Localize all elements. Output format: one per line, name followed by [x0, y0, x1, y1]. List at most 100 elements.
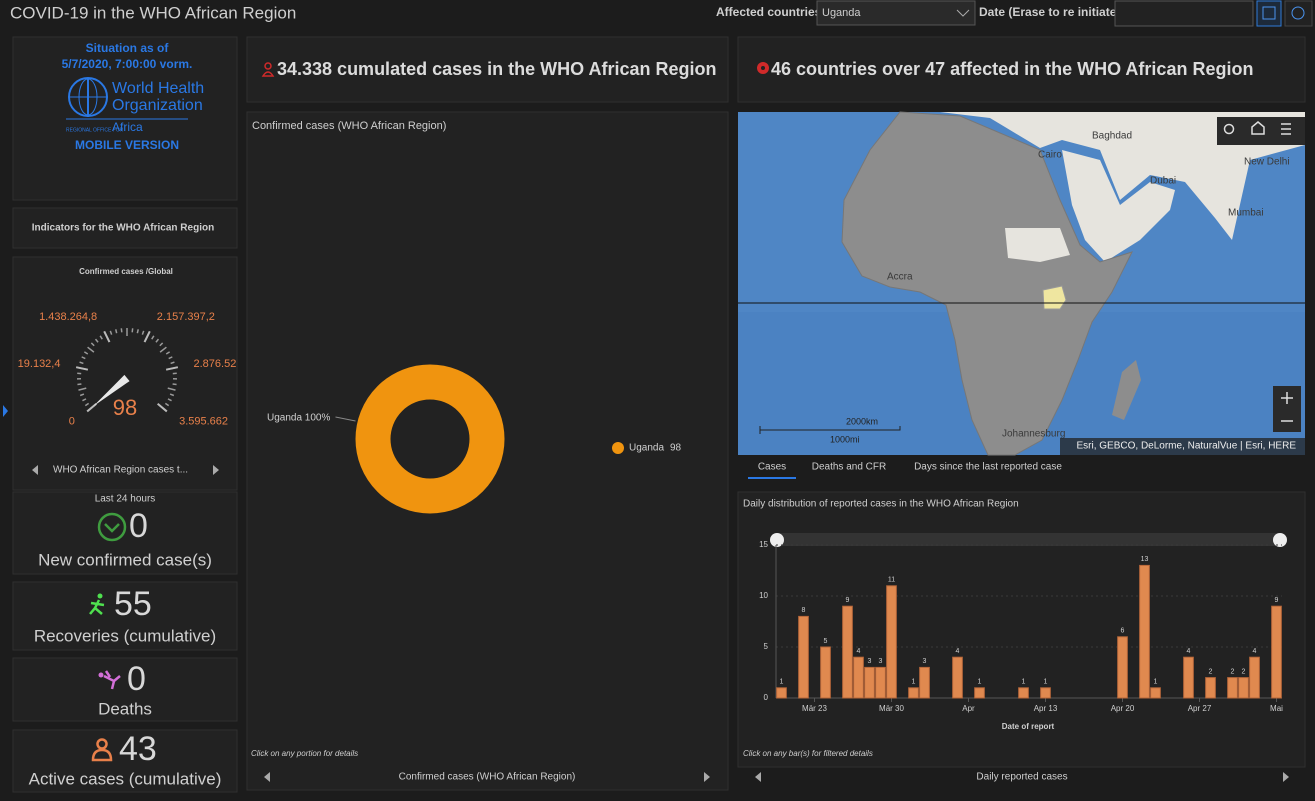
search-button[interactable]: [1223, 123, 1235, 135]
metric-value: 43: [119, 730, 157, 768]
gauge-minor-tick: [155, 338, 160, 343]
map-tab[interactable]: Deaths and CFR: [812, 462, 886, 473]
metric-value: 0: [127, 660, 146, 698]
bar[interactable]: [842, 605, 853, 699]
country-select[interactable]: Uganda: [816, 0, 976, 26]
donut-slice[interactable]: [355, 364, 505, 514]
value-label: 9: [1275, 597, 1279, 604]
land-arabia: [1062, 150, 1175, 262]
legend-value[interactable]: 98: [670, 443, 682, 454]
calendar-icon: [1262, 6, 1276, 20]
bar[interactable]: [1040, 687, 1051, 699]
prev-arrow[interactable]: [755, 772, 761, 782]
bar[interactable]: [853, 656, 864, 699]
legend-label[interactable]: Uganda: [629, 443, 664, 454]
value-label: 1: [912, 679, 916, 686]
map[interactable]: Baghdad Cairo Dubai New Delhi Mumbai Accra Joh…: [738, 111, 1305, 456]
bar[interactable]: [1117, 636, 1128, 699]
map-tab[interactable]: Days since the last reported case: [914, 462, 1062, 473]
bar[interactable]: [886, 585, 897, 699]
bar[interactable]: [1227, 677, 1238, 699]
person-icon: [261, 62, 275, 77]
time-button[interactable]: [1284, 0, 1313, 27]
bar[interactable]: [1271, 605, 1282, 699]
bar[interactable]: [1139, 564, 1150, 699]
gauge-minor-tick: [84, 402, 90, 407]
bar[interactable]: [798, 615, 809, 699]
prev-arrow[interactable]: [264, 772, 270, 782]
gauge-minor-tick: [165, 351, 171, 355]
value-label: 3: [868, 658, 872, 665]
metric-label: New confirmed case(s): [38, 550, 212, 569]
calendar-button[interactable]: [1256, 0, 1282, 27]
gauge-minor-tick: [79, 361, 84, 365]
select-value[interactable]: Uganda: [822, 7, 861, 19]
value-label: 9: [846, 597, 850, 604]
gauge-minor-tick: [90, 342, 95, 347]
range-slider[interactable]: [776, 533, 1282, 546]
gauge-minor-tick: [164, 402, 170, 407]
value-label: 2: [1209, 668, 1213, 675]
legend-swatch[interactable]: [612, 442, 624, 454]
bar[interactable]: [864, 666, 875, 699]
value-label: 1: [1044, 679, 1048, 686]
slider-handle[interactable]: [1273, 533, 1287, 547]
gauge-nav[interactable]: WHO African Region cases t...: [53, 465, 188, 476]
home-button[interactable]: [1251, 121, 1265, 135]
situation-line: Situation as of: [86, 41, 170, 55]
bar[interactable]: [875, 666, 886, 699]
land-other: [1005, 228, 1070, 262]
bar[interactable]: [919, 666, 930, 699]
legend-button[interactable]: [1281, 123, 1291, 135]
zoom-in[interactable]: [1281, 392, 1293, 404]
x-tick-label: Mär 30: [879, 704, 904, 713]
metric-icon: [91, 748, 113, 762]
bar[interactable]: [1205, 677, 1216, 699]
bar[interactable]: [1238, 677, 1249, 699]
map-tab[interactable]: Cases: [758, 462, 786, 473]
prev-arrow[interactable]: [32, 465, 38, 475]
next-arrow[interactable]: [213, 465, 219, 475]
scale-mi: 1000mi: [830, 434, 860, 444]
select-box[interactable]: [816, 0, 976, 26]
value-label: 4: [1187, 648, 1191, 655]
uganda-highlight[interactable]: [1042, 285, 1067, 310]
metric-caption: Last 24 hours: [95, 494, 156, 505]
situation-date: 5/7/2020, 7:00:00 vorm.: [62, 57, 193, 71]
side-toggle[interactable]: [3, 405, 8, 417]
bar[interactable]: [776, 687, 787, 699]
place-label: Accra: [887, 272, 913, 283]
who-logo: [68, 77, 108, 117]
bar[interactable]: [1249, 656, 1260, 699]
bar[interactable]: [820, 646, 831, 699]
date-input[interactable]: [1114, 0, 1254, 27]
bar-nav[interactable]: Daily reported cases: [976, 772, 1067, 783]
virus-icon: [757, 62, 769, 74]
panel: [12, 657, 238, 722]
gauge-tick-label: 19.132,4: [18, 358, 61, 370]
icon-body: [261, 71, 275, 77]
gauge-minor-tick: [109, 330, 113, 335]
bar[interactable]: [908, 687, 919, 699]
metric-icon: [98, 672, 104, 678]
donut-nav[interactable]: Confirmed cases (WHO African Region): [399, 772, 576, 783]
gauge-minor-tick: [168, 356, 173, 360]
bar[interactable]: [952, 656, 963, 699]
slider-handle[interactable]: [770, 533, 784, 547]
next-arrow[interactable]: [1283, 772, 1289, 782]
select-chevron[interactable]: [956, 9, 970, 17]
value-label: 1: [1022, 679, 1026, 686]
bar[interactable]: [1183, 656, 1194, 699]
place-label: Mumbai: [1228, 208, 1264, 219]
gauge: 0 19.132,4 1.438.264,8 2.157.397,2 2.876.52 3…: [18, 311, 237, 428]
place-labels: Baghdad Cairo Dubai New Delhi Mumbai Accra Joh…: [887, 131, 1290, 440]
bar[interactable]: [1018, 687, 1029, 699]
bar[interactable]: [1150, 687, 1161, 699]
bar-footer: Click on any bar(s) for filtered details: [743, 749, 873, 758]
bar[interactable]: [974, 687, 985, 699]
x-tick-label: Apr: [962, 704, 975, 713]
place-label: New Delhi: [1244, 157, 1290, 168]
next-arrow[interactable]: [704, 772, 710, 782]
slice-label: Uganda 100%: [267, 413, 330, 424]
attribution: Esri, GEBCO, DeLorme, NaturalVue | Esri,…: [1076, 441, 1296, 452]
